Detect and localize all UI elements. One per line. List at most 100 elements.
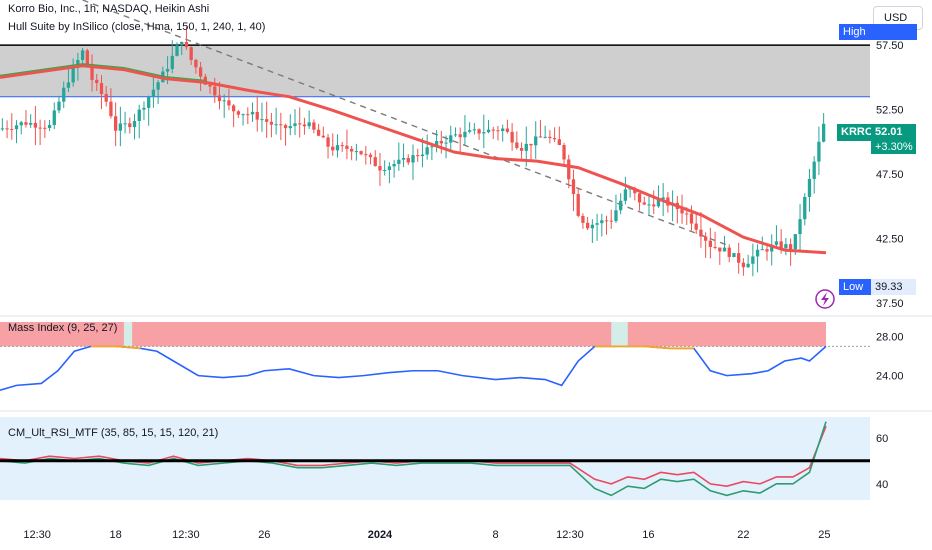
price-tick-label: 52.50 (876, 105, 904, 117)
candle-body (406, 158, 410, 163)
candle-body (619, 200, 623, 211)
candle-body (165, 68, 170, 72)
candle-body (680, 209, 684, 214)
candle-body (113, 116, 118, 131)
candle-body (661, 197, 665, 200)
candle-body (265, 119, 269, 122)
candle-body (821, 123, 826, 142)
candle-body (430, 146, 434, 148)
time-tick-label: 26 (258, 529, 270, 541)
hull-ma-upper (0, 63, 207, 82)
candle-body (732, 253, 736, 257)
candle-body (501, 128, 505, 132)
candle-body (708, 240, 713, 247)
candle-body (595, 223, 599, 225)
candle-body (718, 247, 722, 252)
mass-tick-label: 28.00 (876, 332, 904, 344)
candle-body (458, 134, 462, 138)
candle-body (463, 131, 467, 138)
candle-body (609, 220, 613, 222)
candle-body (496, 130, 500, 132)
candle-body (236, 111, 241, 115)
price-tick-label: 42.50 (876, 234, 904, 246)
candle-body (807, 178, 812, 197)
hull-ma-line (0, 64, 827, 255)
candle-body (156, 82, 160, 90)
candle-body (208, 84, 212, 87)
candle-body (590, 224, 595, 229)
candle-body (279, 124, 283, 126)
candle-body (817, 141, 821, 162)
candle-body (737, 253, 741, 263)
candle-body (600, 220, 604, 224)
candle-body (80, 50, 85, 60)
candle-body (392, 163, 396, 167)
time-tick-label: 12:30 (172, 529, 200, 541)
candle-body (467, 130, 472, 132)
change-value: +3.30% (875, 141, 913, 153)
candle-body (798, 219, 802, 235)
candle-body (444, 142, 448, 144)
candle-body (288, 126, 292, 129)
candle-body (373, 157, 377, 167)
last-price-tag: 52.01 (871, 124, 916, 141)
rsi-label: CM_Ult_RSI_MTF (35, 85, 15, 15, 120, 21) (8, 427, 219, 439)
indicator-legend: Hull Suite by InSilico (close, Hma, 150,… (8, 21, 266, 33)
candle-body (472, 129, 477, 131)
low-value: 39.33 (875, 281, 903, 293)
candle-body (411, 155, 415, 163)
candle-body (283, 125, 288, 129)
candle-body (293, 123, 297, 127)
candle-body (364, 154, 368, 156)
candle-body (57, 101, 61, 111)
candle-body (581, 215, 585, 223)
candle-body (90, 66, 94, 80)
candle-body (71, 67, 75, 83)
candle-body (368, 154, 373, 158)
trendline (82, 0, 728, 246)
candle-body (383, 170, 387, 172)
candle-body (685, 213, 689, 215)
candle-body (779, 241, 783, 249)
candle-body (482, 132, 486, 134)
candle-body (534, 136, 538, 146)
candle-body (529, 143, 533, 146)
candle-body (331, 146, 335, 151)
candle-body (19, 122, 23, 126)
time-tick-label: 25 (818, 529, 830, 541)
candle-body (0, 128, 5, 130)
candle-body (567, 159, 571, 180)
candle-body (812, 161, 816, 179)
candle-body (137, 109, 141, 121)
resistance-zone (0, 45, 870, 97)
candle-body (47, 125, 52, 129)
candle-body (486, 129, 491, 133)
time-tick-label: 2024 (368, 529, 393, 541)
low-value-tag: 39.33 (871, 279, 916, 295)
change-tag: +3.30% (871, 140, 916, 154)
candle-body (515, 142, 519, 148)
candle-body (359, 151, 363, 155)
candle-body (642, 202, 646, 205)
candle-body (194, 59, 198, 68)
currency-label: USD (884, 12, 908, 24)
candle-body (425, 147, 429, 155)
candle-body (198, 67, 203, 77)
candle-body (727, 247, 731, 257)
time-tick-label: 8 (493, 529, 499, 541)
candle-body (189, 47, 193, 60)
candle-body (85, 50, 89, 67)
candle-body (24, 122, 28, 125)
symbol-legend: Korro Bio, Inc., 1h, NASDAQ, Heikin Ashi (8, 3, 210, 15)
candle-body (397, 159, 401, 164)
ticker-label: KRRO (841, 126, 874, 138)
candle-body (104, 93, 108, 102)
time-tick-label: 12:30 (23, 529, 51, 541)
candle-body (175, 45, 179, 56)
price-tick-label: 37.50 (876, 298, 904, 310)
candle-body (557, 139, 561, 146)
candle-body (538, 136, 543, 138)
low-tag: Low (839, 279, 871, 295)
candle-body (128, 123, 132, 128)
